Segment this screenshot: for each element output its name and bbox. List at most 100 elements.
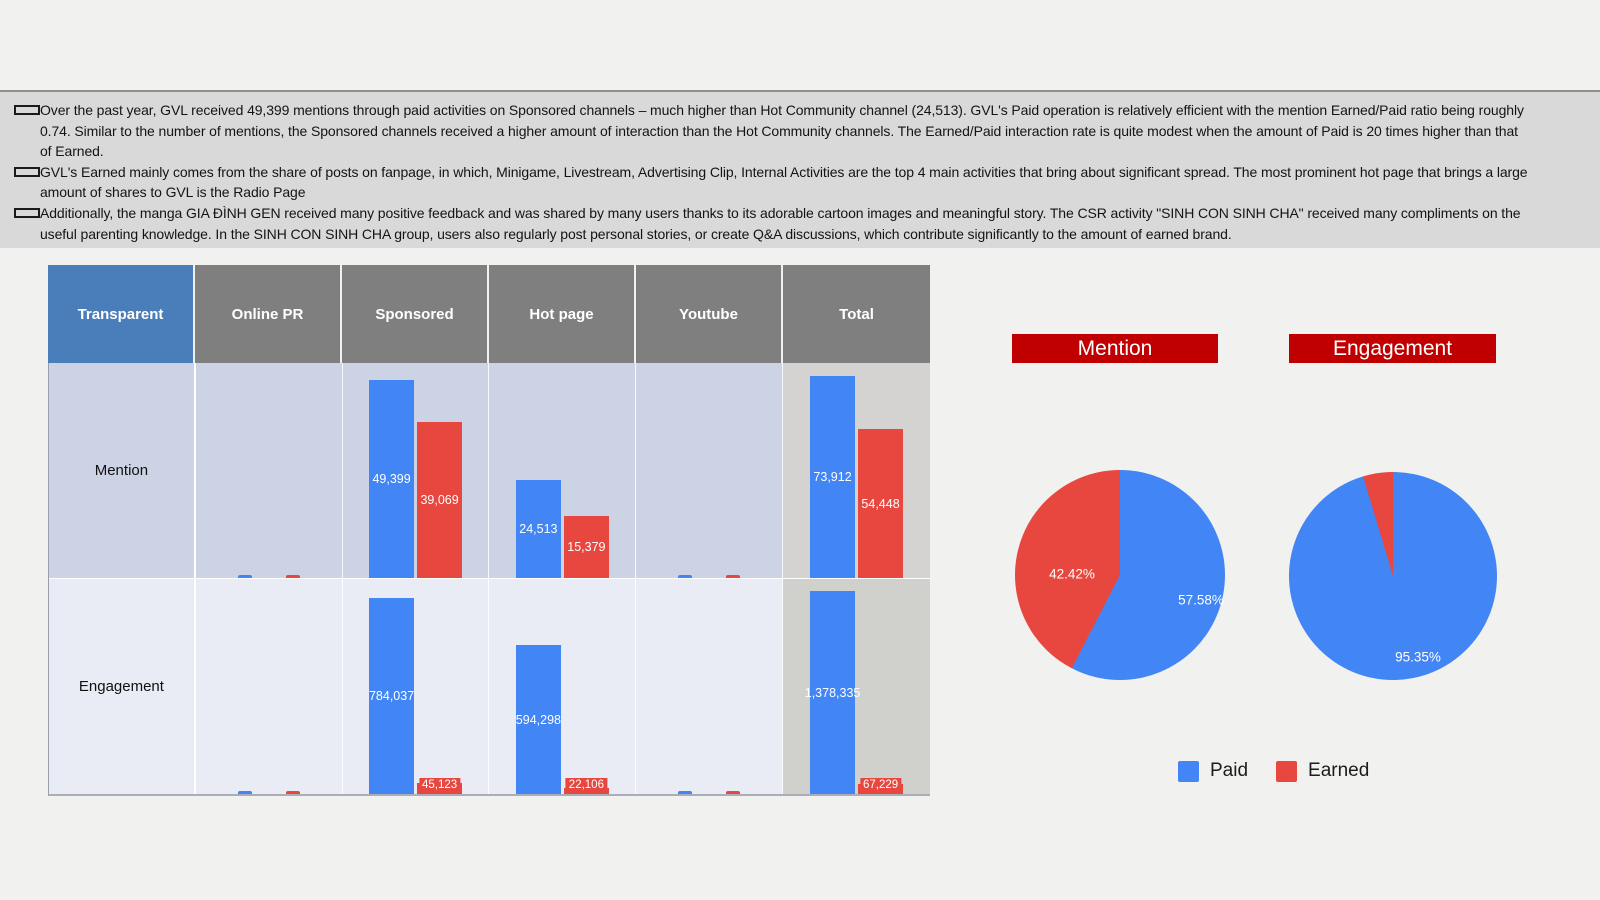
legend-item-earned: Earned	[1276, 760, 1369, 782]
cell-engagement-hot-page: 594,298 22,106	[489, 579, 637, 794]
mention-earned-percent-label: 42.42%	[1049, 566, 1095, 582]
row-label-cell-engagement: Engagement	[49, 579, 196, 794]
summary-list: Over the past year, GVL received 49,399 …	[14, 100, 1530, 244]
channel-matrix-table: Transparent Online PR Sponsored Hot page You…	[48, 265, 930, 796]
paid-value-label: 49,399	[372, 472, 411, 486]
earned-bar-slot: 22,106	[563, 594, 609, 794]
paid-value-label: 73,912	[813, 470, 852, 484]
earned-value-label: 54,448	[861, 496, 900, 511]
earned-bar-slot	[711, 594, 756, 794]
pie-legend: Paid Earned	[1178, 760, 1369, 782]
paid-value-label: 1,378,335	[804, 685, 861, 700]
earned-bar	[285, 791, 300, 794]
row-label-mention: Mention	[94, 462, 149, 479]
column-header-hot-page: Hot page	[489, 265, 636, 363]
bullet-square-icon	[14, 207, 40, 218]
cell-mention-online-pr	[196, 363, 343, 578]
paid-bar	[678, 791, 693, 794]
bar-chart-mention-youtube	[636, 378, 782, 578]
bullet-text-1: Over the past year, GVL received 49,399 …	[40, 102, 1524, 160]
bullet-square-icon	[14, 166, 40, 177]
bullet-item-2: GVL's Earned mainly comes from the share…	[14, 162, 1530, 203]
earned-bar: 15,379	[563, 516, 609, 578]
paid-bar	[237, 575, 252, 578]
earned-bar-slot	[270, 378, 315, 578]
earned-value-label: 22,106	[565, 778, 607, 793]
earned-bar-slot	[711, 378, 756, 578]
matrix-row-engagement: Engagement 784,037 45,123 594,298 22,106 1,37…	[49, 578, 930, 794]
mention-pie-title: Mention	[1012, 334, 1218, 363]
earned-bar-slot	[270, 594, 315, 794]
earned-bar-slot: 15,379	[563, 378, 609, 578]
paid-bar: 73,912	[810, 376, 856, 578]
summary-panel: Over the past year, GVL received 49,399 …	[0, 90, 1600, 248]
earned-value-label: 45,123	[418, 778, 461, 793]
row-label-engagement: Engagement	[78, 678, 164, 695]
earned-bar: 39,069	[417, 422, 463, 578]
cell-engagement-total: 1,378,335 67,229	[783, 579, 930, 794]
paid-bar-slot: 594,298	[516, 594, 561, 794]
row-label-cell-mention: Mention	[49, 363, 196, 578]
earned-bar: 54,448	[858, 429, 904, 578]
bar-chart-engagement-sponsored: 784,037 45,123	[343, 594, 489, 794]
bar-chart-mention-hot-page: 24,513 15,379	[489, 378, 635, 578]
paid-bar: 24,513	[515, 480, 561, 578]
cell-engagement-online-pr	[196, 579, 343, 794]
bar-chart-engagement-online-pr	[196, 594, 342, 794]
cell-mention-hot-page: 24,513 15,379	[489, 363, 637, 578]
mention-pie-circle: 57.58% 42.42%	[1015, 470, 1225, 680]
paid-swatch-icon	[1178, 760, 1199, 782]
engagement-paid-percent-label: 95.35%	[1395, 649, 1441, 665]
legend-item-paid: Paid	[1178, 760, 1248, 782]
matrix-row-mention: Mention 49,399 39,069 24,513 15,379 73,912 54,…	[49, 363, 930, 578]
matrix-body: Mention 49,399 39,069 24,513 15,379 73,912 54,…	[48, 363, 930, 796]
mention-paid-percent-label: 57.58%	[1178, 592, 1224, 608]
earned-bar-slot: 54,448	[858, 378, 904, 578]
paid-value-label: 594,298	[515, 712, 561, 727]
bullet-text-2: GVL's Earned mainly comes from the share…	[40, 163, 1528, 201]
column-header-online-pr: Online PR	[195, 265, 342, 363]
paid-bar	[237, 791, 252, 794]
earned-bar-slot: 45,123	[417, 594, 463, 794]
column-header-youtube: Youtube	[636, 265, 783, 363]
paid-bar-slot: 1,378,335	[805, 591, 860, 794]
mention-pie-chart: Mention 57.58% 42.42%	[1012, 334, 1228, 684]
legend-label-earned: Earned	[1308, 760, 1370, 781]
paid-bar-slot: 73,912	[810, 376, 856, 578]
bar-chart-mention-total: 73,912 54,448	[783, 376, 930, 578]
bar-chart-mention-online-pr	[196, 378, 342, 578]
cell-mention-youtube	[636, 363, 784, 578]
cell-mention-total: 73,912 54,448	[783, 363, 930, 578]
earned-bar	[726, 575, 741, 578]
earned-bar-slot: 39,069	[417, 378, 463, 578]
bullet-item-3: Additionally, the manga GIA ĐÌNH GEN rec…	[14, 203, 1530, 244]
bar-chart-engagement-youtube	[636, 594, 782, 794]
earned-bar-slot: 67,229	[858, 594, 904, 794]
paid-bar-slot	[663, 378, 708, 578]
engagement-pie-chart: Engagement 95.35%	[1289, 334, 1505, 684]
paid-bar-slot	[222, 378, 267, 578]
column-header-total: Total	[783, 265, 930, 363]
paid-bar: 1,378,335	[805, 591, 860, 794]
paid-bar-slot: 784,037	[369, 594, 414, 794]
bar-chart-engagement-total: 1,378,335 67,229	[783, 591, 930, 794]
legend-label-paid: Paid	[1210, 760, 1249, 781]
engagement-pie-title: Engagement	[1289, 334, 1496, 363]
paid-bar-slot	[663, 594, 708, 794]
column-header-transparent: Transparent	[48, 265, 195, 363]
bullet-text-3: Additionally, the manga GIA ĐÌNH GEN rec…	[40, 204, 1521, 242]
cell-engagement-youtube	[636, 579, 784, 794]
paid-bar: 784,037	[369, 598, 414, 794]
paid-bar-slot: 49,399	[369, 378, 415, 578]
bar-chart-engagement-hot-page: 594,298 22,106	[489, 594, 635, 794]
earned-value-label: 67,229	[859, 778, 902, 793]
paid-bar: 594,298	[516, 645, 561, 794]
bullet-square-icon	[14, 105, 40, 115]
column-header-sponsored: Sponsored	[342, 265, 489, 363]
cell-mention-sponsored: 49,399 39,069	[343, 363, 490, 578]
bullet-item-1: Over the past year, GVL received 49,399 …	[14, 100, 1530, 162]
paid-bar-slot	[222, 594, 267, 794]
earned-swatch-icon	[1276, 760, 1298, 782]
paid-bar-slot: 24,513	[515, 378, 561, 578]
